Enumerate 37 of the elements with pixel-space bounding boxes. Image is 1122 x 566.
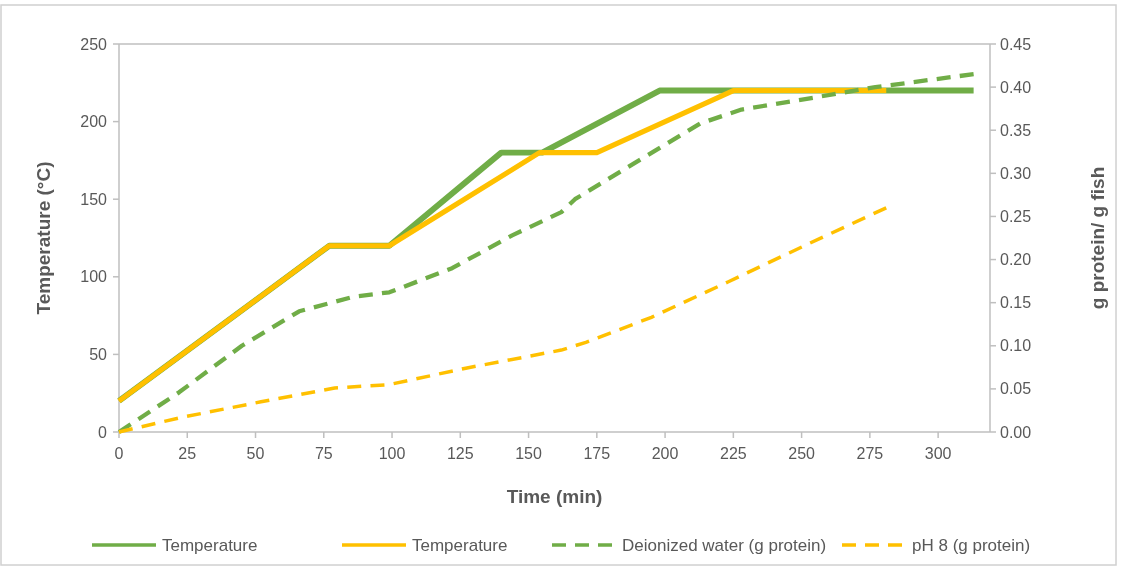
x-tick-label: 0 bbox=[114, 445, 124, 462]
legend-label: Temperature bbox=[162, 535, 258, 555]
y2-tick-label: 0.25 bbox=[1000, 208, 1032, 226]
y2-tick-label: 0.45 bbox=[1000, 35, 1032, 53]
x-tick-label: 125 bbox=[446, 445, 474, 462]
legend-label: Deionized water (g protein) bbox=[622, 535, 827, 555]
x-tick-label: 275 bbox=[856, 445, 884, 462]
y2-tick-label: 0.20 bbox=[1000, 251, 1032, 269]
x-tick-label: 225 bbox=[719, 445, 747, 462]
x-tick-label: 100 bbox=[378, 445, 406, 462]
y-tick-label: 100 bbox=[80, 268, 108, 286]
x-tick-label: 175 bbox=[583, 445, 611, 462]
y2-tick-label: 0.35 bbox=[1000, 121, 1032, 139]
y-tick-label: 0 bbox=[98, 423, 108, 441]
x-tick-label: 250 bbox=[788, 445, 816, 462]
y2-tick-label: 0.15 bbox=[1000, 294, 1032, 312]
y-axis-title: Temperature (°C) bbox=[33, 161, 54, 315]
x-tick-label: 200 bbox=[651, 445, 679, 462]
x-tick-label: 300 bbox=[924, 445, 952, 462]
y2-tick-label: 0.05 bbox=[1000, 380, 1032, 398]
y2-tick-label: 0.10 bbox=[1000, 337, 1032, 355]
y-tick-label: 50 bbox=[89, 346, 108, 363]
y-tick-label: 150 bbox=[80, 190, 108, 208]
legend-label: pH 8 (g protein) bbox=[912, 535, 1031, 555]
y2-tick-label: 0.40 bbox=[1000, 78, 1032, 96]
x-tick-label: 25 bbox=[178, 445, 197, 462]
y2-axis-title: g protein/ g fish bbox=[1087, 166, 1108, 310]
y2-tick-label: 0.00 bbox=[1000, 423, 1032, 441]
y-tick-label: 250 bbox=[80, 35, 108, 53]
x-tick-label: 75 bbox=[314, 445, 333, 462]
legend-label: Temperature bbox=[412, 535, 508, 555]
y2-tick-label: 0.30 bbox=[1000, 164, 1032, 182]
x-tick-label: 150 bbox=[515, 445, 543, 462]
x-tick-label: 50 bbox=[246, 445, 265, 462]
x-axis-title: Time (min) bbox=[506, 486, 603, 507]
line-series bbox=[117, 206, 888, 434]
y-tick-label: 200 bbox=[80, 113, 108, 131]
